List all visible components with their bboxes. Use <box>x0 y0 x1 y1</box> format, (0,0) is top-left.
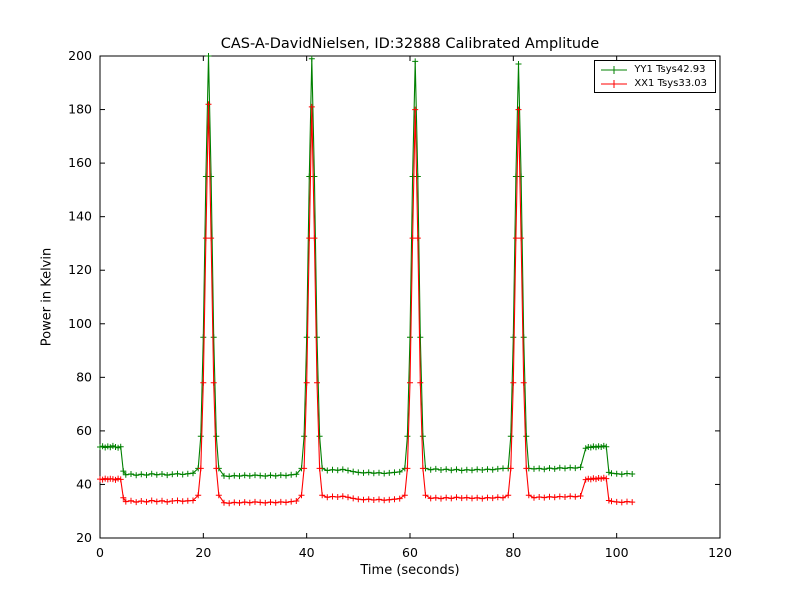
legend-label-yy1: YY1 Tsys42.93 <box>634 64 706 75</box>
y-tick-label: 160 <box>68 155 92 170</box>
x-tick-label: 120 <box>708 545 732 560</box>
series-line-xx1 <box>99 104 633 504</box>
x-axis-label: Time (seconds) <box>360 563 460 578</box>
x-tick-label: 40 <box>299 545 315 560</box>
x-tick-label: 60 <box>402 545 418 560</box>
legend-entry-yy1: YY1 Tsys42.93 <box>600 64 707 75</box>
y-tick-label: 20 <box>76 530 92 545</box>
y-tick-label: 40 <box>76 476 92 491</box>
legend-entry-xx1: XX1 Tsys33.03 <box>600 78 707 89</box>
y-tick-label: 140 <box>68 209 92 224</box>
legend: YY1 Tsys42.93 XX1 Tsys33.03 <box>594 60 716 93</box>
legend-sample-yy1-icon <box>601 65 628 74</box>
y-tick-label: 80 <box>76 369 92 384</box>
x-tick-label: 0 <box>96 545 104 560</box>
series-markers-xx1 <box>97 101 636 507</box>
x-tick-label: 20 <box>195 545 211 560</box>
y-tick-label: 120 <box>68 262 92 277</box>
plot-border <box>99 55 721 539</box>
y-tick-label: 180 <box>68 102 92 117</box>
x-tick-label: 80 <box>505 545 521 560</box>
chart-title: CAS-A-DavidNielsen, ID:32888 Calibrated … <box>220 36 600 52</box>
x-tick-label: 100 <box>605 545 629 560</box>
y-tick-label: 200 <box>68 48 92 63</box>
legend-sample-xx1-icon <box>601 79 628 88</box>
series-markers-yy1 <box>97 53 636 480</box>
legend-label-xx1: XX1 Tsys33.03 <box>634 78 707 89</box>
series-line-yy1 <box>99 55 633 477</box>
y-tick-label: 100 <box>68 316 92 331</box>
y-tick-label: 60 <box>76 423 92 438</box>
